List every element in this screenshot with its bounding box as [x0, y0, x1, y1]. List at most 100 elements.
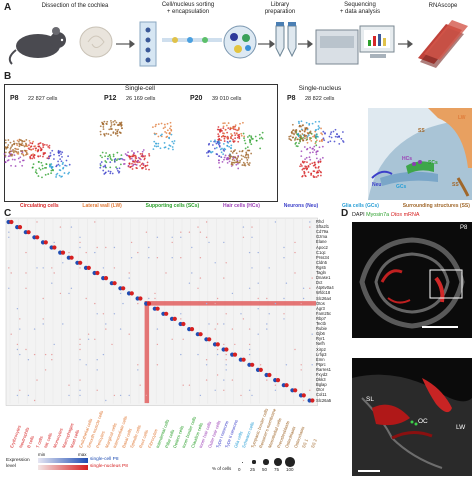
gene-label-sfta2l1: Sfta2l1: [316, 224, 330, 230]
gene-label-elane: Elane: [316, 239, 327, 245]
p8-count: 22 827 cells: [28, 96, 58, 102]
gene-label-ryr1: Ryr1: [316, 336, 325, 342]
gene-label-dct: Dct: [316, 280, 323, 286]
dot-sn-Ptprc: [250, 362, 255, 367]
p8-age: P8: [10, 95, 19, 102]
tsne-plot-1: [3, 138, 71, 179]
dot-sn-Rgs5: [86, 265, 91, 270]
max-label: max: [78, 452, 87, 457]
cochlea-anatomy-diagram: [368, 108, 472, 200]
dot-sn-Elane: [43, 240, 48, 245]
gene-label-xirp2: Xirp2: [316, 346, 326, 352]
myosin7a-label: Myosin7a: [366, 212, 390, 218]
rnascope-slides-icon: [418, 20, 468, 68]
panel-d-top-image: [352, 222, 472, 338]
gene-label-col11: Col11: [316, 392, 327, 398]
p20-count: 39 010 cells: [212, 96, 242, 102]
tsne-plot-2: [99, 119, 176, 175]
size-legend-dot: [252, 460, 256, 464]
sn-p8-count: 28 822 cells: [305, 96, 335, 102]
gene-label-emn: Emn: [316, 356, 325, 362]
tsne-plot-4: [288, 120, 345, 179]
gene-label-rarres1: Rarres1: [316, 366, 331, 372]
sn-p8-age: P8: [287, 95, 296, 102]
gene-label-tagln: Tagln: [316, 270, 327, 275]
gene-label-fam25c: Fam25c: [316, 310, 332, 316]
size-legend-title: % of cells: [212, 466, 232, 471]
dot-sn-Xirp2: [224, 347, 229, 352]
size-legend-tick: 0: [238, 467, 241, 472]
workflow-step-4: Sequencing + data analysis: [339, 2, 381, 15]
single-nucleus-title: Single-nucleus: [298, 85, 342, 92]
p20-age: P20: [190, 95, 203, 102]
sorting-column-icon: [139, 21, 257, 67]
panel-d-bottom-image: [352, 358, 472, 476]
gene-label-slc26a4: Slc26a4: [316, 295, 332, 301]
gene-label-rhd: Rhd: [316, 219, 324, 224]
dapi-label: DAPI: [352, 212, 365, 218]
dot-sn-Rubie: [189, 327, 195, 332]
dot-sn-Prss34: [69, 255, 74, 260]
dot-sn-Dkk3: [275, 378, 281, 383]
single-cell-box: [4, 84, 278, 202]
min-label: min: [38, 452, 46, 457]
gene-label-rbp7: Rbp7: [316, 315, 327, 321]
dot-sn-Tagln: [95, 270, 100, 276]
dot-sn-Lrfip3: [232, 352, 238, 357]
size-legend-tick: 75: [274, 467, 280, 472]
gene-label-rgs5: Rgs5: [316, 264, 326, 270]
dot-sn-C1qc: [60, 250, 66, 255]
gene-label-atp6v0a4: Atp6v0a4: [316, 285, 334, 291]
dot-sn-Cldn5: [78, 260, 83, 265]
size-legend-tick: 25: [250, 467, 256, 472]
dot-sn-Agr3: [155, 306, 160, 311]
workflow-illustration: [8, 20, 468, 68]
sequencer-icon: [315, 25, 395, 65]
legend-surrounding: Surrounding structures (SS): [402, 203, 470, 209]
expression-level-label: Expression level: [6, 458, 30, 469]
sl-label: SL: [366, 396, 374, 403]
otos-highlight: [144, 301, 316, 306]
panel-d-label: D: [341, 208, 349, 219]
size-legend-dot: [285, 457, 295, 467]
tsne-plots: [3, 119, 345, 179]
dot-sn-Rarres1: [258, 367, 263, 372]
lw-label: LW: [456, 424, 466, 431]
dot-sn-Dct: [112, 281, 117, 286]
dot-sn-Tectb: [181, 321, 186, 327]
panel-c-label: C: [4, 208, 12, 219]
sc-colorbar: [38, 458, 88, 463]
panel-d-title: DAPI Myosin7a Otos mRNA: [352, 212, 472, 218]
dot-sn-Bglap: [284, 383, 289, 388]
dot-sn-Emn: [241, 357, 246, 362]
otos-label: Otos: [390, 212, 403, 218]
gene-label-rubie: Rubie: [316, 326, 327, 332]
mrna-label: mRNA: [403, 212, 420, 218]
gene-label-dkk3: Dkk3: [316, 377, 326, 383]
gene-label-otor: Otor: [316, 387, 325, 393]
workflow-step-2: Cell/nucleus sorting + encapsulation: [161, 2, 215, 15]
gene-label-c1qc: C1qc: [316, 249, 326, 255]
gene-label-otos: Otos: [316, 300, 325, 306]
anatomy-lw-label: LW: [458, 115, 466, 121]
legend-neurons: Neurons (Neu): [283, 203, 319, 209]
tsne-plot-3: [206, 121, 264, 170]
gene-label-slc26a5: Slc26a5: [316, 397, 332, 403]
gene-label-nefh: Nefh: [316, 341, 325, 347]
dot-sn-Sfta2l1: [17, 225, 23, 230]
legend-lateral-wall: Lateral wall (LW): [82, 203, 122, 209]
gene-label-gzma: Gzma: [316, 234, 328, 240]
gene-label-ptprc: Ptprc: [316, 361, 326, 367]
dot-sn-Fam25c: [164, 311, 169, 316]
size-legend-dot: [241, 461, 243, 463]
p12-count: 26 169 cells: [126, 96, 156, 102]
legend-hair: Hair cells (HCs): [223, 203, 260, 209]
dot-sn-Apoc2: [52, 245, 57, 250]
anatomy-neu-label: Neu: [372, 182, 382, 188]
dot-sn-Gzma: [35, 235, 40, 240]
anatomy-scs-label: SCs: [428, 160, 438, 166]
gene-label-bglap: Bglap: [316, 382, 327, 388]
gene-label-prss34: Prss34: [316, 254, 330, 260]
fibrocytes-highlight: [144, 301, 150, 404]
